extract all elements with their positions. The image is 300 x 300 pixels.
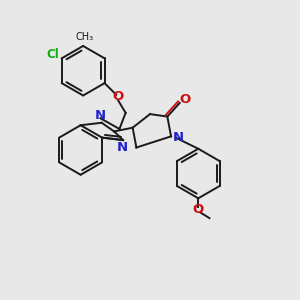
Text: N: N: [116, 140, 128, 154]
Text: N: N: [95, 109, 106, 122]
Text: O: O: [179, 94, 191, 106]
Text: CH₃: CH₃: [75, 32, 93, 42]
Text: N: N: [172, 131, 184, 144]
Text: O: O: [193, 203, 204, 216]
Text: Cl: Cl: [46, 48, 59, 61]
Text: O: O: [112, 90, 124, 103]
